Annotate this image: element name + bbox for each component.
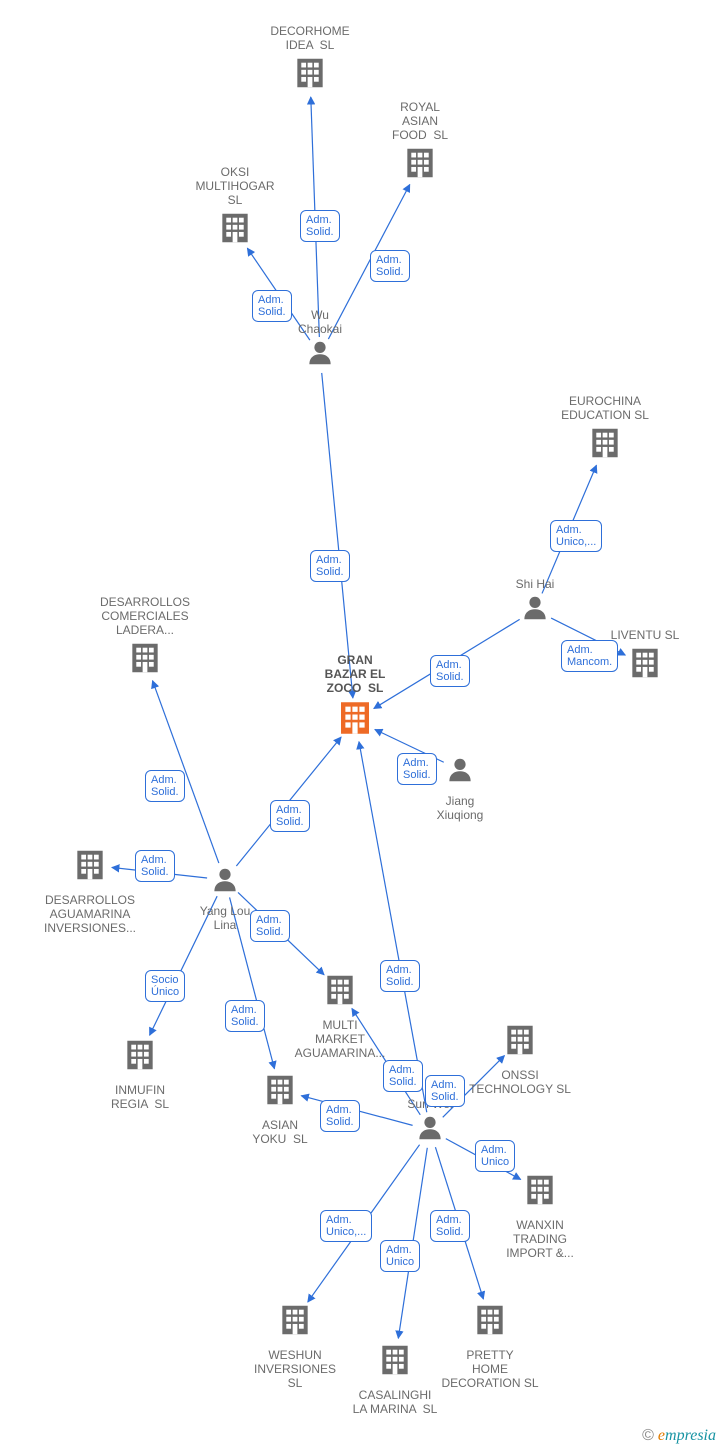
edge-label: Adm.Solid. xyxy=(320,1100,360,1132)
node-label: EUROCHINAEDUCATION SL xyxy=(545,394,665,422)
edge-label: Adm.Mancom. xyxy=(561,640,618,672)
node-label: INMUFINREGIA SL xyxy=(80,1083,200,1111)
edge-label: Adm.Solid. xyxy=(310,550,350,582)
node-oksi[interactable]: OKSIMULTIHOGARSL xyxy=(175,165,295,252)
node-inmufin[interactable]: INMUFINREGIA SL xyxy=(80,1036,200,1111)
node-decor[interactable]: DECORHOMEIDEA SL xyxy=(250,24,370,97)
edge-label: Adm.Solid. xyxy=(300,210,340,242)
node-label: DESARROLLOSAGUAMARINAINVERSIONES... xyxy=(30,893,150,935)
building-icon xyxy=(71,846,109,884)
brand-e: e xyxy=(658,1427,665,1444)
building-icon xyxy=(376,1341,414,1379)
node-shi[interactable]: Shi Hai xyxy=(475,577,595,628)
edge-label: Adm.Unico,... xyxy=(550,520,602,552)
edge-label: Adm.Unico xyxy=(380,1240,420,1272)
person-icon xyxy=(520,593,550,623)
node-wanxin[interactable]: WANXINTRADINGIMPORT &... xyxy=(480,1171,600,1260)
node-onssi[interactable]: ONSSITECHNOLOGY SL xyxy=(460,1021,580,1096)
edge-label: Adm.Solid. xyxy=(380,960,420,992)
copyright-symbol: © xyxy=(642,1427,654,1444)
node-label: DECORHOMEIDEA SL xyxy=(250,24,370,52)
edge-label: Adm.Solid. xyxy=(270,800,310,832)
building-icon xyxy=(126,639,164,677)
building-icon xyxy=(401,144,439,182)
building-icon xyxy=(276,1301,314,1339)
node-label: ONSSITECHNOLOGY SL xyxy=(460,1068,580,1096)
building-icon xyxy=(121,1036,159,1074)
person-icon xyxy=(445,755,475,785)
node-eurochina[interactable]: EUROCHINAEDUCATION SL xyxy=(545,394,665,467)
edge-label: Adm.Solid. xyxy=(430,655,470,687)
edge-label: Adm.Solid. xyxy=(397,753,437,785)
edge-label: Adm.Solid. xyxy=(370,250,410,282)
node-label: DESARROLLOSCOMERCIALESLADERA... xyxy=(85,595,205,637)
brand-rest: mpresia xyxy=(665,1427,716,1444)
node-center[interactable]: GRANBAZAR ELZOCO SL xyxy=(295,653,415,744)
node-pretty[interactable]: PRETTYHOMEDECORATION SL xyxy=(430,1301,550,1390)
edge-label: Adm.Solid. xyxy=(145,770,185,802)
building-icon xyxy=(291,54,329,92)
edge-label: Adm.Unico,... xyxy=(320,1210,372,1242)
building-icon xyxy=(334,697,376,739)
edge-label: Adm.Solid. xyxy=(425,1075,465,1107)
building-icon xyxy=(216,209,254,247)
building-icon xyxy=(471,1301,509,1339)
building-icon xyxy=(626,644,664,682)
node-royal[interactable]: ROYALASIANFOOD SL xyxy=(360,100,480,187)
diagram-stage: DECORHOMEIDEA SL ROYALASIANFOOD SL OKSIM… xyxy=(0,0,728,1455)
edge-label: SocioÚnico xyxy=(145,970,185,1002)
node-label: WANXINTRADINGIMPORT &... xyxy=(480,1218,600,1260)
building-icon xyxy=(586,424,624,462)
node-label: MULTIMARKETAGUAMARINA... xyxy=(280,1018,400,1060)
node-label: JiangXiuqiong xyxy=(400,794,520,822)
building-icon xyxy=(521,1171,559,1209)
edge-line xyxy=(322,373,353,698)
edge-label: Adm.Solid. xyxy=(135,850,175,882)
edge-label: Adm.Solid. xyxy=(225,1000,265,1032)
node-label: ROYALASIANFOOD SL xyxy=(360,100,480,142)
person-icon xyxy=(415,1113,445,1143)
edge-label: Adm.Solid. xyxy=(383,1060,423,1092)
node-label: PRETTYHOMEDECORATION SL xyxy=(430,1348,550,1390)
footer-credit: © empresia xyxy=(642,1427,716,1445)
node-desarr_lad[interactable]: DESARROLLOSCOMERCIALESLADERA... xyxy=(85,595,205,682)
edge-label: Adm.Solid. xyxy=(252,290,292,322)
building-icon xyxy=(501,1021,539,1059)
building-icon xyxy=(321,971,359,1009)
node-label: Shi Hai xyxy=(475,577,595,591)
edge-label: Adm.Solid. xyxy=(430,1210,470,1242)
person-icon xyxy=(210,865,240,895)
node-label: GRANBAZAR ELZOCO SL xyxy=(295,653,415,695)
node-label: OKSIMULTIHOGARSL xyxy=(175,165,295,207)
edge-label: Adm.Unico xyxy=(475,1140,515,1172)
node-desarr_agua[interactable]: DESARROLLOSAGUAMARINAINVERSIONES... xyxy=(30,846,150,935)
person-icon xyxy=(305,338,335,368)
node-label: CASALINGHILA MARINA SL xyxy=(335,1388,455,1416)
building-icon xyxy=(261,1071,299,1109)
edge-label: Adm.Solid. xyxy=(250,910,290,942)
